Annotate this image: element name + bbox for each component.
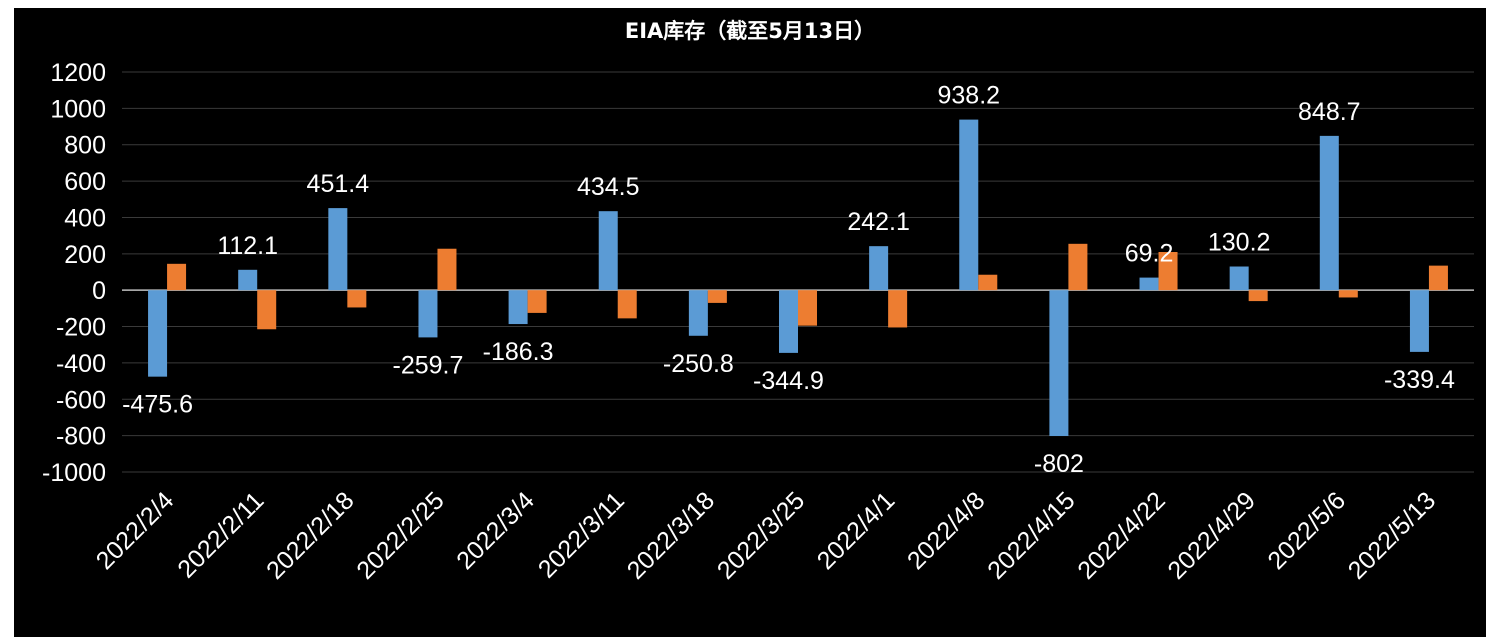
bar-series-1: [148, 290, 168, 377]
x-tick-label: 2022/3/4: [451, 486, 540, 575]
data-label: 938.2: [937, 82, 1000, 110]
data-label: 848.7: [1298, 98, 1361, 126]
y-tick-label: -800: [56, 423, 106, 451]
data-label: 130.2: [1208, 229, 1271, 257]
x-tick-label: 2022/2/25: [351, 486, 449, 584]
bar-series-2: [1248, 290, 1268, 302]
bar-series-1: [688, 290, 708, 336]
y-tick-label: 1000: [50, 95, 106, 123]
y-tick-label: 200: [64, 241, 106, 269]
bar-series-1: [508, 290, 528, 325]
bar-series-2: [1338, 290, 1358, 298]
bar-series-1: [1049, 290, 1069, 436]
bar-series-1: [1319, 135, 1339, 291]
data-label: -339.4: [1384, 366, 1455, 394]
x-tick-label: 2022/4/1: [812, 486, 901, 575]
x-tick-label: 2022/4/29: [1162, 486, 1260, 584]
data-label: 451.4: [307, 170, 370, 198]
data-label: 242.1: [847, 208, 910, 236]
y-tick-label: 400: [64, 204, 106, 232]
bar-series-2: [527, 290, 547, 313]
bar-series-2: [978, 274, 998, 291]
y-tick-label: 0: [92, 277, 106, 305]
bar-series-1: [418, 290, 438, 338]
bar-series-1: [598, 211, 618, 291]
y-tick-label: -400: [56, 350, 106, 378]
bar-series-1: [238, 269, 258, 291]
x-tick-label: 2022/4/22: [1072, 486, 1170, 584]
x-tick-label: 2022/5/13: [1343, 486, 1441, 584]
data-label: 69.2: [1125, 240, 1174, 268]
y-tick-label: -600: [56, 386, 106, 414]
bar-series-2: [798, 290, 817, 326]
x-tick-label: 2022/4/8: [902, 486, 991, 575]
bar-series-1: [1409, 290, 1429, 352]
y-axis-ticks: 1200 1000 800 600 400 200 0 -200 -400 -600 -800 -10…: [42, 59, 106, 487]
data-label: -259.7: [393, 351, 464, 379]
bar-series-2: [437, 248, 457, 291]
bar-series-2: [257, 290, 277, 330]
data-label: -802: [1034, 450, 1084, 478]
bar-series-2: [347, 290, 367, 308]
bar-series-2: [1428, 265, 1448, 291]
x-tick-label: 2022/3/18: [622, 486, 720, 584]
chart-title: EIA库存（截至5月13日）: [625, 19, 875, 43]
bar-series-2: [167, 263, 187, 291]
bar-series-2: [617, 290, 637, 319]
bar-series-2: [1158, 252, 1178, 291]
bar-series-2: [888, 290, 908, 328]
x-tick-label: 2022/2/18: [261, 486, 359, 584]
bar-series-1: [328, 208, 348, 291]
bar-series-1: [779, 290, 798, 353]
x-tick-label: 2022/3/11: [533, 486, 630, 583]
data-label: -186.3: [483, 338, 554, 366]
bar-chart: EIA库存（截至5月13日） 1200 1000 800 600 400 200 0 -200…: [42, 19, 1474, 585]
x-tick-label: 2022/4/15: [982, 486, 1080, 584]
data-label: -250.8: [663, 350, 734, 378]
x-tick-label: 2022/3/25: [712, 486, 810, 584]
x-tick-label: 2022/5/6: [1262, 486, 1351, 575]
data-label: 434.5: [577, 173, 640, 201]
bars: [148, 119, 1448, 436]
y-tick-label: -200: [56, 314, 106, 342]
data-label: 112.1: [217, 232, 278, 260]
data-label: -475.6: [122, 391, 193, 419]
x-tick-label: 2022/2/4: [91, 486, 180, 575]
y-tick-label: -1000: [42, 459, 106, 487]
bar-series-1: [959, 119, 979, 291]
data-label: -344.9: [753, 367, 824, 395]
y-tick-label: 800: [64, 132, 106, 160]
bar-series-2: [707, 290, 727, 303]
bar-series-1: [1229, 266, 1249, 291]
x-tick-label: 2022/2/11: [172, 486, 269, 583]
chart-frame: EIA库存（截至5月13日） 1200 1000 800 600 400 200 0 -200…: [14, 8, 1486, 637]
gridlines: [122, 71, 1474, 473]
bar-series-1: [1139, 277, 1159, 291]
bar-series-1: [869, 246, 889, 291]
bar-series-2: [1068, 243, 1088, 291]
y-tick-label: 600: [64, 168, 106, 196]
y-tick-label: 1200: [50, 59, 106, 87]
